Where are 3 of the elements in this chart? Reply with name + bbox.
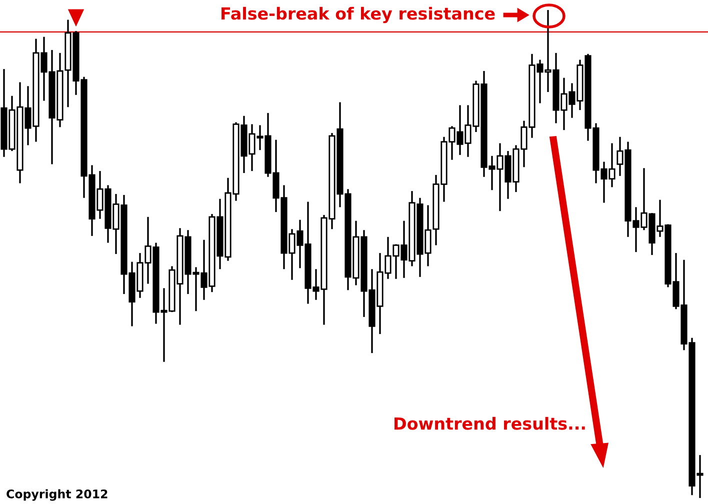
annotation: Downtrend results... [394, 416, 585, 430]
annotation: False-break of key resistance [222, 6, 495, 24]
annotation: Copyright 2012 [6, 489, 108, 501]
